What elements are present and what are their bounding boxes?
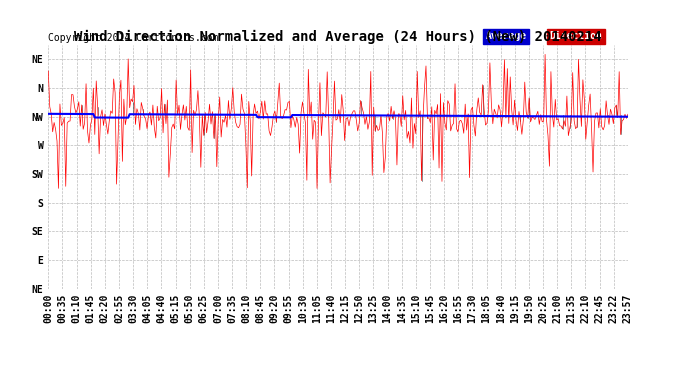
Text: Direction: Direction	[550, 32, 602, 41]
Text: Average: Average	[486, 32, 527, 41]
Text: Copyright 2014 Cartronics.com: Copyright 2014 Cartronics.com	[48, 33, 219, 43]
Title: Wind Direction Normalized and Average (24 Hours) (New) 20140214: Wind Direction Normalized and Average (2…	[75, 30, 602, 44]
